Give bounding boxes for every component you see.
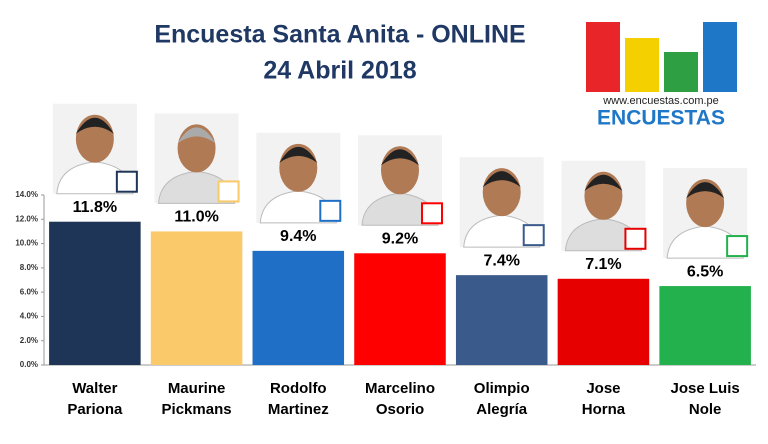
photo-hair [686,182,725,199]
photo-hair [279,146,318,163]
x-tick-label: Alegría [476,401,528,418]
y-tick-label: 14.0% [15,190,38,199]
bar [252,250,345,365]
y-tick-label: 0.0% [20,360,38,369]
bar [659,286,751,365]
x-tick-label: Jose Luis [671,380,740,397]
party-logo [726,235,749,258]
logo-bar [625,38,659,92]
logo-bar [586,22,620,92]
value-label: 9.4% [280,228,316,245]
value-label: 7.1% [585,256,621,273]
y-tick-label: 8.0% [20,263,38,272]
bar [150,231,243,365]
x-tick-label: Maurine [168,380,226,397]
logo-bar [664,52,698,92]
logo: www.encuestas.com.pe ENCUESTAS [586,22,737,130]
chart-title: Encuesta Santa Anita - ONLINE [154,21,525,49]
photo-hair [381,149,419,166]
logo-bar [703,22,737,92]
bar [49,221,141,365]
x-tick-label: Martinez [268,401,329,418]
photo-hair [177,127,216,144]
party-logo [624,227,647,250]
y-tick-label: 2.0% [20,336,38,345]
value-label: 9.2% [382,231,418,248]
party-logo [421,202,443,225]
photo-hair [482,171,521,188]
party-logo [115,170,138,193]
bar [354,253,446,365]
logo-name: ENCUESTAS [597,107,725,130]
y-tick-label: 10.0% [15,239,38,248]
party-logo [319,199,342,222]
chart-subtitle: 24 Abril 2018 [263,57,416,85]
x-tick-label: Pariona [67,401,123,418]
value-label: 11.8% [73,199,117,216]
value-label: 11.0% [174,209,218,226]
x-tick-label: Rodolfo [270,380,327,397]
value-label: 7.4% [483,252,519,269]
x-tick-label: Osorio [376,401,424,418]
x-tick-label: Walter [72,380,117,397]
x-tick-label: Marcelino [365,380,435,397]
x-tick-label: Horna [582,401,626,418]
bar [557,278,650,365]
y-tick-label: 4.0% [20,312,38,321]
party-logo [217,180,240,203]
y-tick-label: 12.0% [15,214,38,223]
value-label: 6.5% [687,263,723,280]
x-tick-label: Nole [689,401,722,418]
logo-url: www.encuestas.com.pe [602,95,719,107]
y-tick-label: 6.0% [20,287,38,296]
photo-hair [584,174,623,191]
x-tick-label: Jose [586,380,620,397]
x-tick-label: Olimpio [474,380,530,397]
photo-hair [75,117,114,134]
x-tick-label: Pickmans [162,401,232,418]
bar [455,275,548,365]
party-logo [522,224,545,247]
